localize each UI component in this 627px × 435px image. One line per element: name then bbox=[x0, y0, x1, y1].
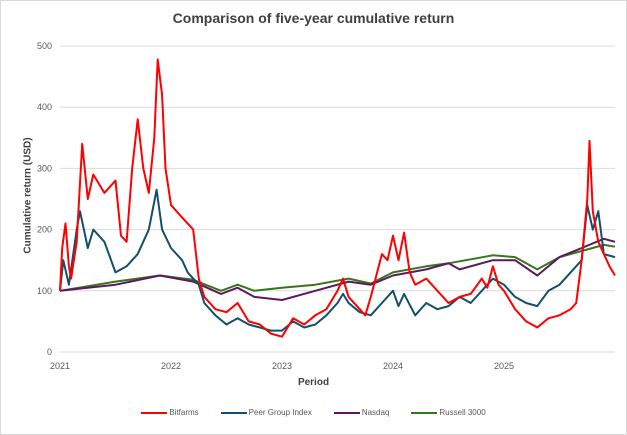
series-line-nasdaq bbox=[59, 237, 616, 301]
legend-swatch bbox=[141, 411, 168, 414]
legend-label: Peer Group Index bbox=[248, 408, 312, 417]
legend-swatch bbox=[411, 411, 438, 414]
x-tick-label: 2024 bbox=[383, 361, 403, 371]
x-tick-label: 2023 bbox=[272, 361, 292, 371]
legend-swatch bbox=[333, 411, 360, 414]
x-axis-label: Period bbox=[297, 377, 330, 388]
chart-title: Comparison of five-year cumulative retur… bbox=[172, 10, 455, 26]
y-tick-label: 100 bbox=[37, 286, 52, 296]
legend-item: Nasdaq bbox=[333, 408, 390, 417]
y-tick-label: 400 bbox=[37, 102, 52, 112]
x-tick-label: 2025 bbox=[494, 361, 514, 371]
legend-swatch bbox=[220, 411, 247, 414]
legend-label: Russell 3000 bbox=[439, 408, 486, 417]
x-tick-label: 2022 bbox=[161, 361, 181, 371]
x-tick-label: 2021 bbox=[50, 361, 70, 371]
series-line-peer-group-index bbox=[59, 188, 616, 332]
series-line-bitfarms bbox=[59, 58, 616, 338]
legend: Bitfarms Peer Group Index Nasdaq Russell 30… bbox=[0, 408, 627, 417]
series-line-russell-3000 bbox=[59, 243, 616, 292]
y-tick-label: 0 bbox=[47, 347, 52, 357]
legend-label: Nasdaq bbox=[361, 408, 390, 417]
y-tick-label: 200 bbox=[37, 225, 52, 235]
y-axis-label: Cumulative return (USD) bbox=[22, 137, 34, 254]
legend-item: Peer Group Index bbox=[220, 408, 312, 417]
legend-item: Russell 3000 bbox=[411, 408, 486, 417]
y-tick-label: 500 bbox=[37, 41, 52, 51]
y-tick-label: 300 bbox=[37, 163, 52, 173]
legend-label: Bitfarms bbox=[169, 408, 199, 417]
legend-item: Bitfarms bbox=[141, 408, 199, 417]
